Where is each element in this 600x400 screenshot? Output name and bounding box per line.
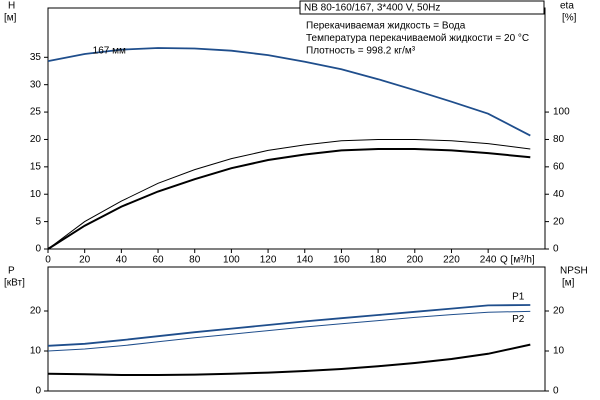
x-axis-label: Q [м³/h]: [500, 255, 535, 266]
plot-frame: [47, 266, 546, 392]
series-line: [47, 139, 531, 250]
y2-tick-label: 80: [553, 134, 565, 145]
y-tick-label: 15: [30, 161, 42, 172]
x-tick-label: 40: [116, 255, 128, 266]
y2-tick-label: 100: [553, 107, 570, 118]
x-tick-label: 160: [333, 255, 350, 266]
y-tick-label: 10: [30, 346, 42, 357]
y2-axis-label: eta: [560, 1, 574, 12]
plot-frame: [47, 7, 546, 250]
x-tick-label: 240: [480, 255, 497, 266]
y-tick-label: 35: [30, 52, 42, 63]
x-tick-label: 180: [370, 255, 387, 266]
series-label: P1: [512, 292, 525, 303]
y-axis-label: H: [8, 1, 15, 12]
y2-tick-label: 10: [553, 346, 565, 357]
x-tick-label: 200: [406, 255, 423, 266]
series-line: [47, 304, 531, 347]
series-line: [47, 47, 531, 137]
y2-tick-label: 20: [553, 216, 565, 227]
series-line: [47, 148, 531, 250]
y-axis-label: P: [8, 266, 15, 277]
y-tick-label: 25: [30, 107, 42, 118]
title-box: [299, 0, 545, 15]
y-tick-label: 0: [35, 386, 41, 397]
y2-tick-label: 0: [553, 244, 559, 255]
y-tick-label: 30: [30, 79, 42, 90]
x-tick-label: 80: [189, 255, 201, 266]
annotation: Температура перекачиваемой жидкости = 20…: [306, 33, 529, 44]
x-tick-label: 20: [79, 255, 91, 266]
y2-tick-label: 60: [553, 161, 565, 172]
series-label: P2: [512, 314, 525, 325]
y-axis-unit: [м]: [4, 13, 17, 24]
y2-axis-unit: [%]: [562, 13, 577, 24]
y-tick-label: 20: [30, 306, 42, 317]
y2-axis-label: NPSH: [560, 266, 588, 277]
annotation: Перекачиваемая жидкость = Вода: [306, 21, 466, 32]
x-tick-label: 120: [260, 255, 277, 266]
y-tick-label: 0: [35, 244, 41, 255]
y-tick-label: 5: [35, 216, 41, 227]
x-tick-label: 60: [152, 255, 164, 266]
x-tick-label: 220: [443, 255, 460, 266]
y-axis-unit: [кВт]: [4, 278, 25, 289]
x-tick-label: 100: [223, 255, 240, 266]
series-label: 167 мм: [93, 46, 126, 57]
series-line: [47, 310, 531, 352]
x-tick-label: 0: [45, 255, 51, 266]
y-tick-label: 10: [30, 189, 42, 200]
y2-tick-label: 20: [553, 306, 565, 317]
y2-axis-unit: [м]: [562, 278, 575, 289]
x-tick-label: 140: [296, 255, 313, 266]
y2-tick-label: 0: [553, 386, 559, 397]
chart-title: NB 80-160/167, 3*400 V, 50Hz: [304, 3, 440, 14]
y-tick-label: 20: [30, 134, 42, 145]
series-line: [47, 343, 531, 376]
y2-tick-label: 40: [553, 189, 565, 200]
annotation: Плотность = 998.2 кг/м³: [306, 46, 416, 57]
